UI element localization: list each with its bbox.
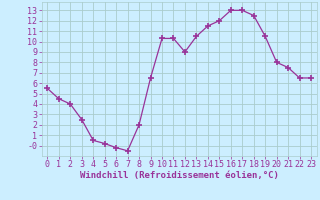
X-axis label: Windchill (Refroidissement éolien,°C): Windchill (Refroidissement éolien,°C) bbox=[80, 171, 279, 180]
